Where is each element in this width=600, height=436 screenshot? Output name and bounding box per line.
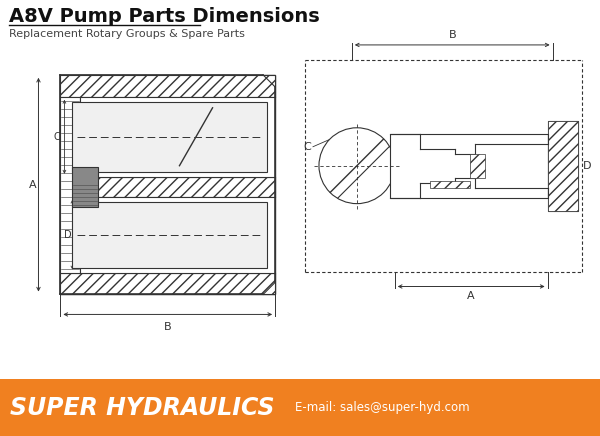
Text: B: B: [164, 323, 172, 332]
Bar: [73, 102, 267, 172]
Polygon shape: [61, 75, 275, 97]
Bar: [73, 201, 267, 268]
Bar: [73, 167, 98, 207]
Text: B: B: [448, 30, 456, 40]
Text: A8V Pump Parts Dimensions: A8V Pump Parts Dimensions: [8, 7, 319, 26]
Bar: [61, 97, 80, 272]
Text: D: D: [64, 230, 72, 239]
Text: E-mail: sales@super-hyd.com: E-mail: sales@super-hyd.com: [295, 401, 470, 414]
Text: SUPER HYDRAULICS: SUPER HYDRAULICS: [10, 395, 275, 420]
Text: Replacement Rotary Groups & Spare Parts: Replacement Rotary Groups & Spare Parts: [8, 29, 244, 39]
Text: D: D: [583, 161, 591, 171]
Circle shape: [319, 128, 395, 204]
Bar: [80, 97, 275, 177]
Text: C: C: [53, 132, 60, 142]
Bar: [470, 154, 485, 178]
Text: C: C: [303, 142, 311, 152]
Polygon shape: [80, 177, 275, 197]
Bar: [61, 75, 275, 294]
Bar: [390, 134, 548, 198]
Bar: [548, 121, 578, 211]
Text: A: A: [467, 292, 475, 301]
Bar: [80, 197, 275, 272]
Text: A: A: [29, 180, 36, 190]
Polygon shape: [61, 272, 275, 294]
Bar: [430, 181, 470, 187]
Bar: [548, 121, 578, 211]
